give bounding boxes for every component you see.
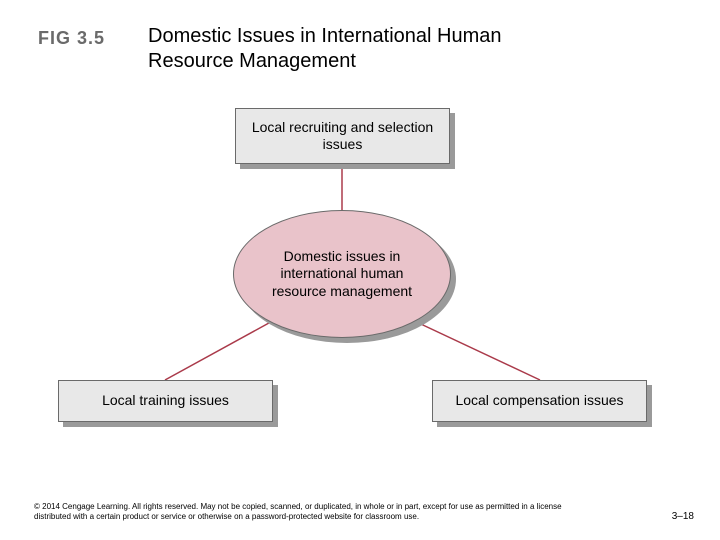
top-box-label: Local recruiting and selection issues <box>246 119 439 154</box>
top-box: Local recruiting and selection issues <box>235 108 450 164</box>
figure-label: FIG 3.5 <box>38 28 105 49</box>
right-box-label: Local compensation issues <box>455 392 623 410</box>
left-box: Local training issues <box>58 380 273 422</box>
page-number: 3–18 <box>672 511 694 522</box>
center-ellipse-label: Domestic issues in international human r… <box>260 248 424 301</box>
left-box-label: Local training issues <box>102 392 229 410</box>
center-ellipse: Domestic issues in international human r… <box>233 210 451 338</box>
right-box: Local compensation issues <box>432 380 647 422</box>
copyright-text: © 2014 Cengage Learning. All rights rese… <box>34 502 564 522</box>
diagram-container: Local recruiting and selection issues Do… <box>0 100 720 470</box>
page-title: Domestic Issues in International Human R… <box>148 24 508 74</box>
